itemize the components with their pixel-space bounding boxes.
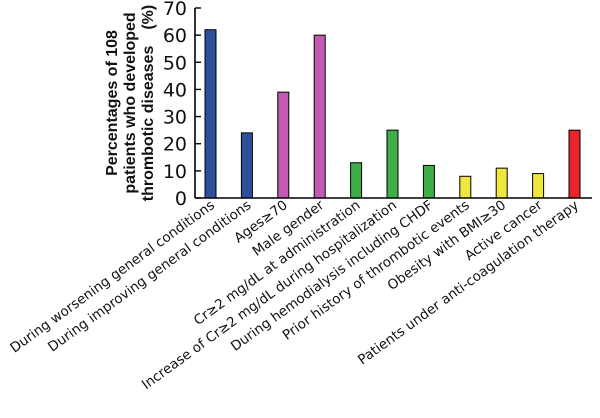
y-tick-label: 40 [163,79,187,101]
y-tick-label: 0 [175,188,187,210]
y-tick-label: 50 [163,52,187,74]
x-category-label: During worsening general conditions [7,197,218,356]
y-axis: 0 10 20 30 40 50 60 70 [163,0,201,210]
y-axis-title-line-3: thrombotic diseases (%) [140,5,157,202]
bar-9 [495,167,508,199]
bar-6 [386,129,399,199]
bar-11 [568,129,581,199]
y-axis-title-line-1: Percentages of 108 [104,30,121,176]
bar-series [204,29,581,199]
y-tick-label: 30 [163,107,187,129]
y-tick-label: 70 [163,0,187,20]
bar-1 [204,29,217,199]
bar-8 [459,175,472,199]
bar-3 [277,91,290,199]
y-axis-title-line-2: patients who developed [122,12,139,193]
x-axis-category-labels: During worsening general conditionsDurin… [7,197,582,393]
y-axis-title: Percentages of 108 patients who develope… [104,5,157,202]
bar-5 [350,162,363,199]
bar-7 [422,164,435,199]
y-tick-label: 60 [163,25,187,47]
y-tick-label: 10 [163,161,187,183]
bar-2 [240,132,253,199]
bar-4 [313,34,326,199]
y-tick-label: 20 [163,134,187,156]
bar-10 [532,173,545,199]
